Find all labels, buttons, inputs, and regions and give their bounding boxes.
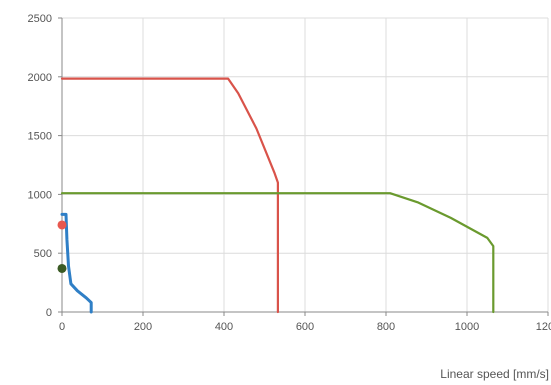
series-line-3 xyxy=(60,212,93,314)
chart-grid xyxy=(62,17,549,312)
y-tick-label: 1000 xyxy=(28,189,52,201)
x-tick-label: 600 xyxy=(296,321,314,333)
x-tick-label: 400 xyxy=(215,321,233,333)
y-tick-label: 0 xyxy=(46,307,52,319)
x-tick-label: 1000 xyxy=(455,321,479,333)
x-tick-label: 800 xyxy=(377,321,395,333)
series-line-1 xyxy=(60,77,279,314)
y-tick-label: 500 xyxy=(34,248,52,260)
chart-tick-labels: 0 200 400 600 800 1000 1200 0 500 1000 1500 2000 250… xyxy=(28,13,551,333)
series-line-2 xyxy=(60,192,495,314)
y-tick-label: 1500 xyxy=(28,131,52,143)
point-marker-1 xyxy=(57,220,67,230)
chart-series xyxy=(60,77,495,314)
chart-axes xyxy=(58,17,549,316)
y-tick-label: 2500 xyxy=(28,13,52,25)
chart-markers xyxy=(57,220,67,273)
x-tick-label: 200 xyxy=(134,321,152,333)
point-marker-2 xyxy=(57,263,67,273)
x-tick-label: 1200 xyxy=(536,321,551,333)
x-tick-label: 0 xyxy=(59,321,65,333)
y-tick-label: 2000 xyxy=(28,72,52,84)
x-axis-title: Linear speed [mm/s] xyxy=(440,367,549,381)
